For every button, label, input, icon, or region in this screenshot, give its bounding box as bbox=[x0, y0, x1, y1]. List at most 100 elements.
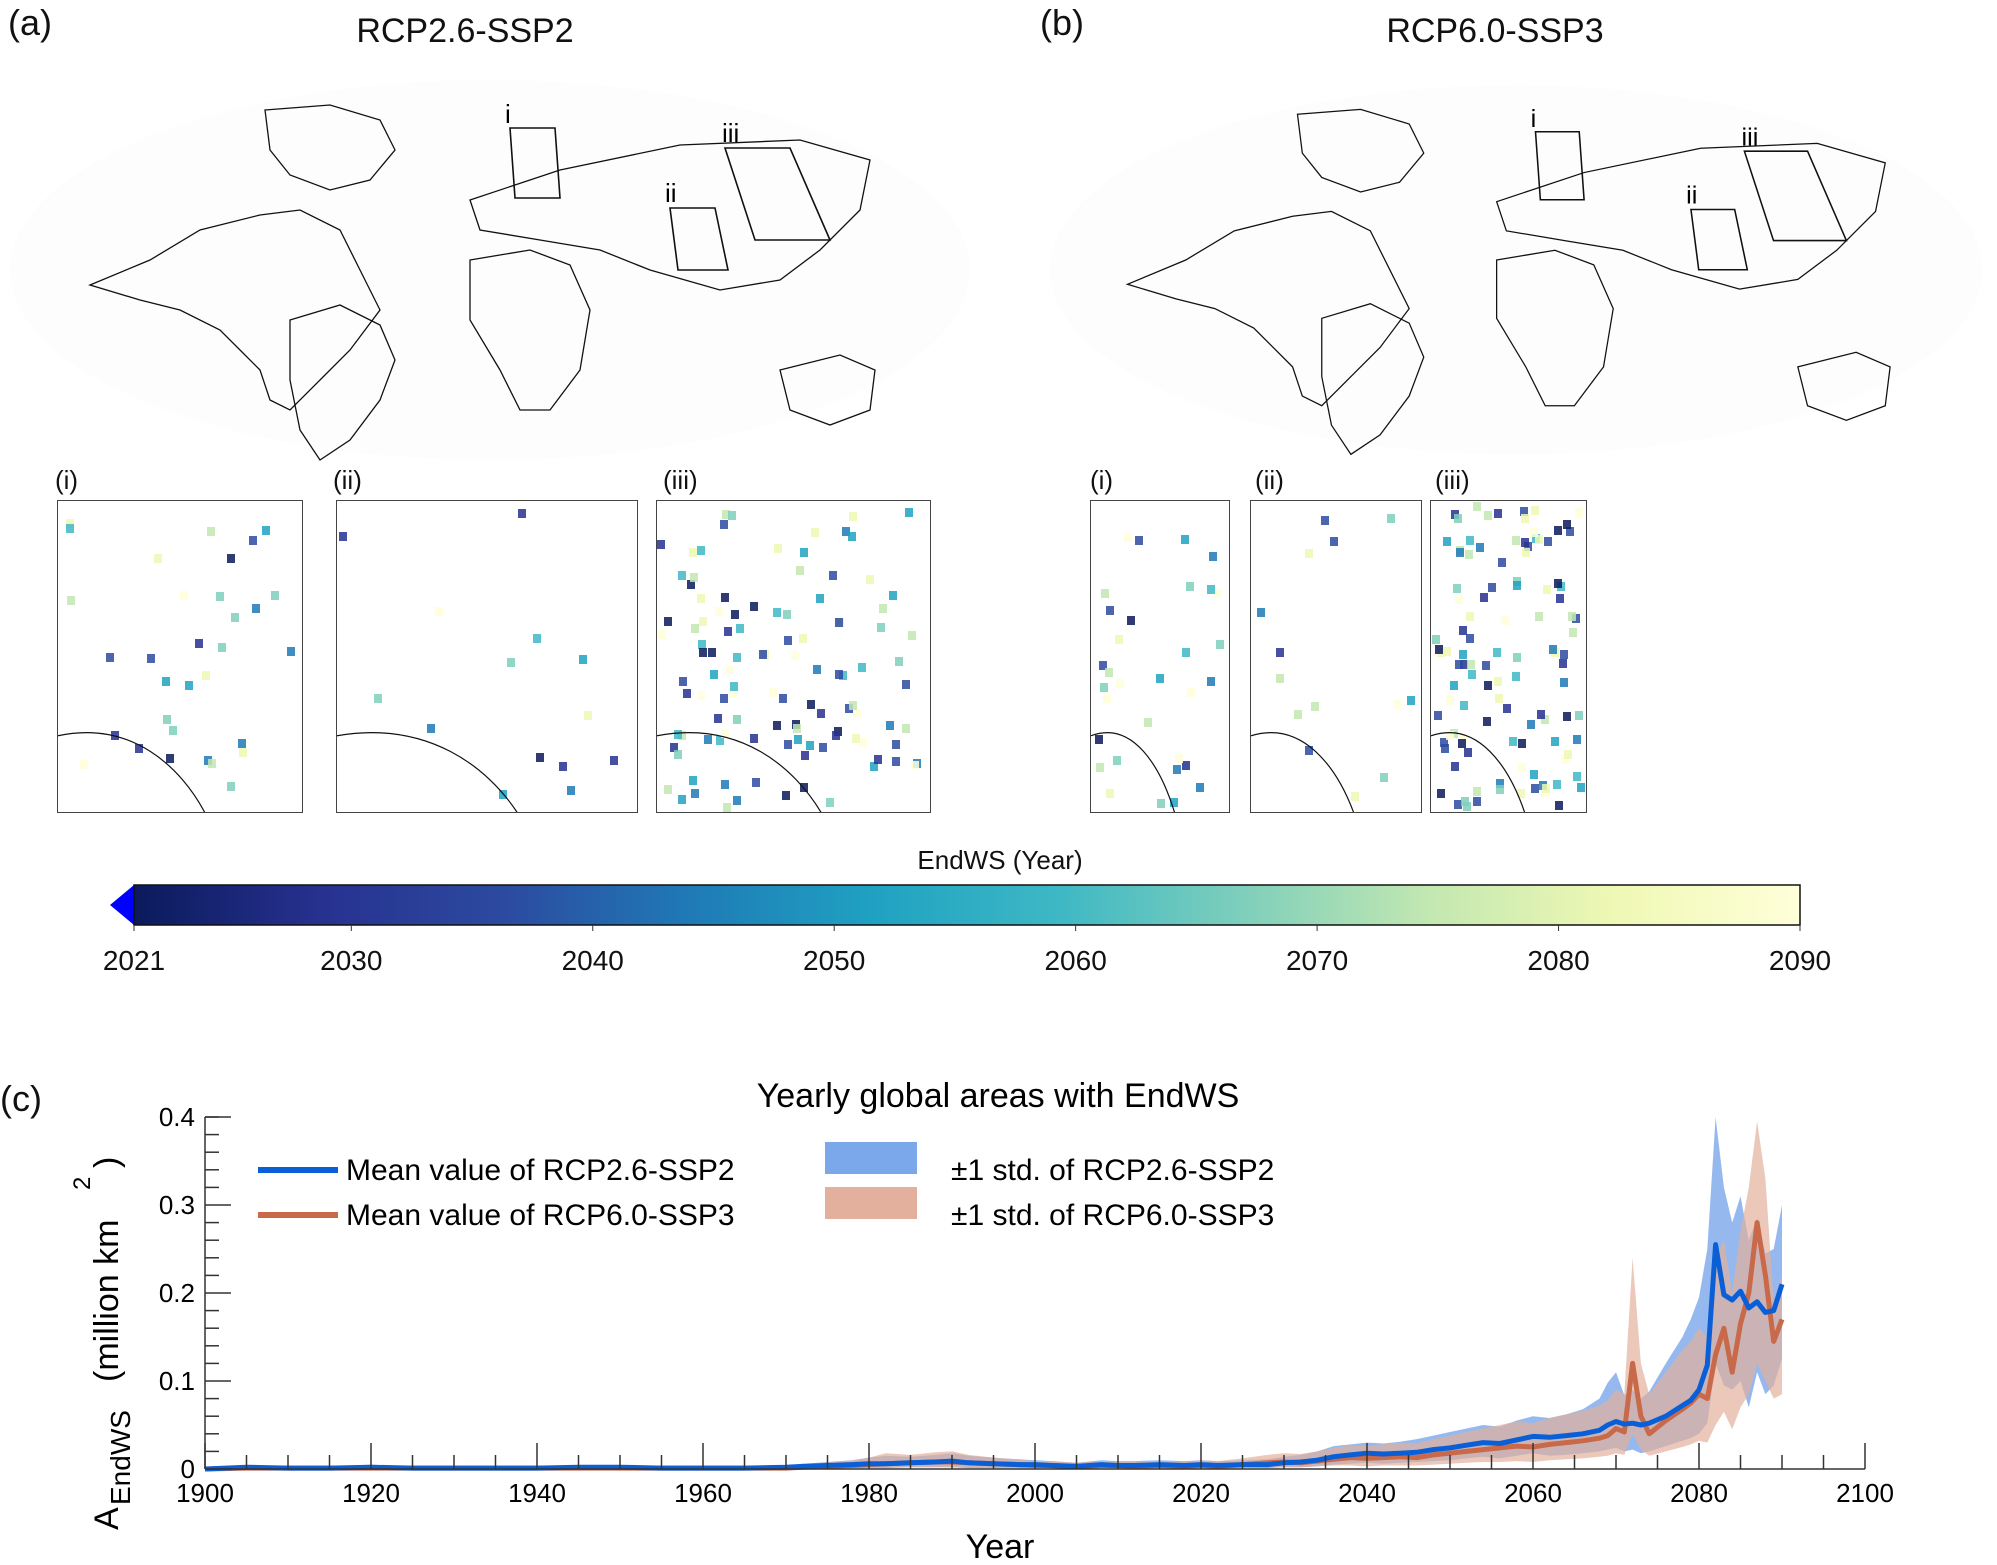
y-tick-label: 0 bbox=[181, 1454, 195, 1484]
heatmap-cell bbox=[1351, 792, 1359, 801]
heatmap-cell bbox=[1096, 763, 1104, 772]
eurasia-outline bbox=[469, 139, 871, 291]
heatmap-cell bbox=[238, 739, 246, 748]
heatmap-cell bbox=[731, 610, 739, 619]
heatmap-cell bbox=[1544, 537, 1552, 546]
heatmap-cell bbox=[1463, 802, 1471, 811]
heatmap-cell bbox=[710, 670, 718, 679]
heatmap-cell bbox=[1513, 653, 1521, 662]
colorbar-tick-label: 2021 bbox=[102, 945, 166, 976]
region-box-ii bbox=[1690, 208, 1749, 271]
heatmap-cell bbox=[1535, 535, 1543, 544]
heatmap-cell bbox=[1542, 784, 1550, 793]
heatmap-cell bbox=[729, 688, 737, 697]
x-axis-label: Year bbox=[966, 1528, 1035, 1565]
heatmap-cell bbox=[902, 680, 910, 689]
heatmap-cell bbox=[678, 571, 686, 580]
heatmap-cell bbox=[1106, 789, 1114, 798]
heatmap-cell bbox=[1100, 683, 1108, 692]
australia-outline bbox=[1797, 351, 1891, 421]
heatmap-cell bbox=[691, 789, 699, 798]
region-box-ii bbox=[669, 207, 729, 271]
heatmap-cell bbox=[1543, 585, 1551, 594]
heatmap-cell bbox=[1101, 589, 1109, 598]
heatmap-cell bbox=[1484, 681, 1492, 690]
heatmap-cell bbox=[227, 782, 235, 791]
heatmap-cell bbox=[166, 754, 174, 763]
legend-swatch-band bbox=[825, 1187, 917, 1219]
y-axis-label-main: A bbox=[88, 1507, 126, 1530]
heatmap-cell bbox=[1517, 789, 1525, 798]
heatmap-cell bbox=[750, 602, 758, 611]
x-tick-label: 2040 bbox=[1338, 1478, 1396, 1508]
panel-b-inset-iii-label: (iii) bbox=[1435, 465, 1470, 495]
heatmap-cell bbox=[1554, 526, 1562, 535]
heatmap-cell bbox=[1493, 648, 1501, 657]
y-tick-label: 0.3 bbox=[159, 1190, 195, 1220]
heatmap-cell bbox=[1513, 581, 1521, 590]
colorbar-tick-label: 2040 bbox=[561, 945, 624, 976]
heatmap-cell bbox=[783, 610, 791, 619]
heatmap-cell bbox=[1537, 710, 1545, 719]
panel-a-inset-iii bbox=[656, 500, 931, 813]
heatmap-cell bbox=[533, 634, 541, 643]
heatmap-cell bbox=[687, 580, 695, 589]
inset-heatmap-pixels bbox=[337, 509, 618, 812]
heatmap-cell bbox=[1115, 635, 1123, 644]
heatmap-cell bbox=[1460, 734, 1468, 743]
heatmap-cell bbox=[1393, 700, 1401, 709]
heatmap-cell bbox=[679, 677, 687, 686]
coastline bbox=[58, 732, 206, 812]
heatmap-cell bbox=[1468, 670, 1476, 679]
heatmap-cell bbox=[80, 760, 88, 769]
heatmap-cell bbox=[1440, 738, 1448, 747]
heatmap-cell bbox=[1276, 674, 1284, 683]
heatmap-cell bbox=[721, 729, 729, 738]
heatmap-cell bbox=[1522, 548, 1530, 557]
coastline bbox=[1431, 732, 1526, 812]
heatmap-cell bbox=[1311, 702, 1319, 711]
coastline bbox=[1251, 732, 1355, 812]
panel-a-inset-ii bbox=[336, 500, 638, 813]
region-boxes bbox=[509, 127, 832, 271]
heatmap-cell bbox=[1432, 635, 1440, 644]
heatmap-cell bbox=[287, 647, 295, 656]
heatmap-cell bbox=[759, 650, 767, 659]
heatmap-cell bbox=[773, 721, 781, 730]
heatmap-cell bbox=[1573, 772, 1581, 781]
heatmap-cell bbox=[339, 532, 347, 541]
heatmap-cell bbox=[271, 591, 279, 600]
region-label-iii: iii bbox=[722, 118, 739, 148]
heatmap-cell bbox=[733, 715, 741, 724]
heatmap-cell bbox=[1434, 711, 1442, 720]
heatmap-cell bbox=[1387, 514, 1395, 523]
heatmap-cell bbox=[905, 508, 913, 517]
heatmap-cell bbox=[1498, 558, 1506, 567]
heatmap-cell bbox=[697, 691, 705, 700]
legend-swatch-band bbox=[825, 1142, 917, 1174]
heatmap-cell bbox=[147, 654, 155, 663]
y-axis-label: A EndWS (million km 2 ) bbox=[69, 1157, 136, 1530]
heatmap-cell bbox=[195, 639, 203, 648]
panel-a-letter: (a) bbox=[8, 2, 52, 43]
heatmap-cell bbox=[1105, 668, 1113, 677]
heatmap-cell bbox=[1407, 696, 1415, 705]
heatmap-cell bbox=[724, 627, 732, 636]
heatmap-cell bbox=[1503, 704, 1511, 713]
heatmap-cell bbox=[796, 566, 804, 575]
heatmap-cell bbox=[1494, 509, 1502, 518]
heatmap-cell bbox=[1446, 696, 1454, 705]
panel-a-title: RCP2.6-SSP2 bbox=[356, 12, 574, 50]
heatmap-cell bbox=[185, 681, 193, 690]
heatmap-cell bbox=[664, 785, 672, 794]
heatmap-cell bbox=[807, 700, 815, 709]
heatmap-cell bbox=[1182, 761, 1190, 770]
heatmap-cell bbox=[1437, 789, 1445, 798]
heatmap-cell bbox=[664, 617, 672, 626]
heatmap-cell bbox=[714, 714, 722, 723]
eurasia-outline bbox=[1495, 142, 1887, 290]
heatmap-cell bbox=[1443, 647, 1451, 656]
heatmap-cell bbox=[1454, 800, 1462, 809]
heatmap-cell bbox=[1560, 650, 1568, 659]
heatmap-cell bbox=[690, 573, 698, 582]
